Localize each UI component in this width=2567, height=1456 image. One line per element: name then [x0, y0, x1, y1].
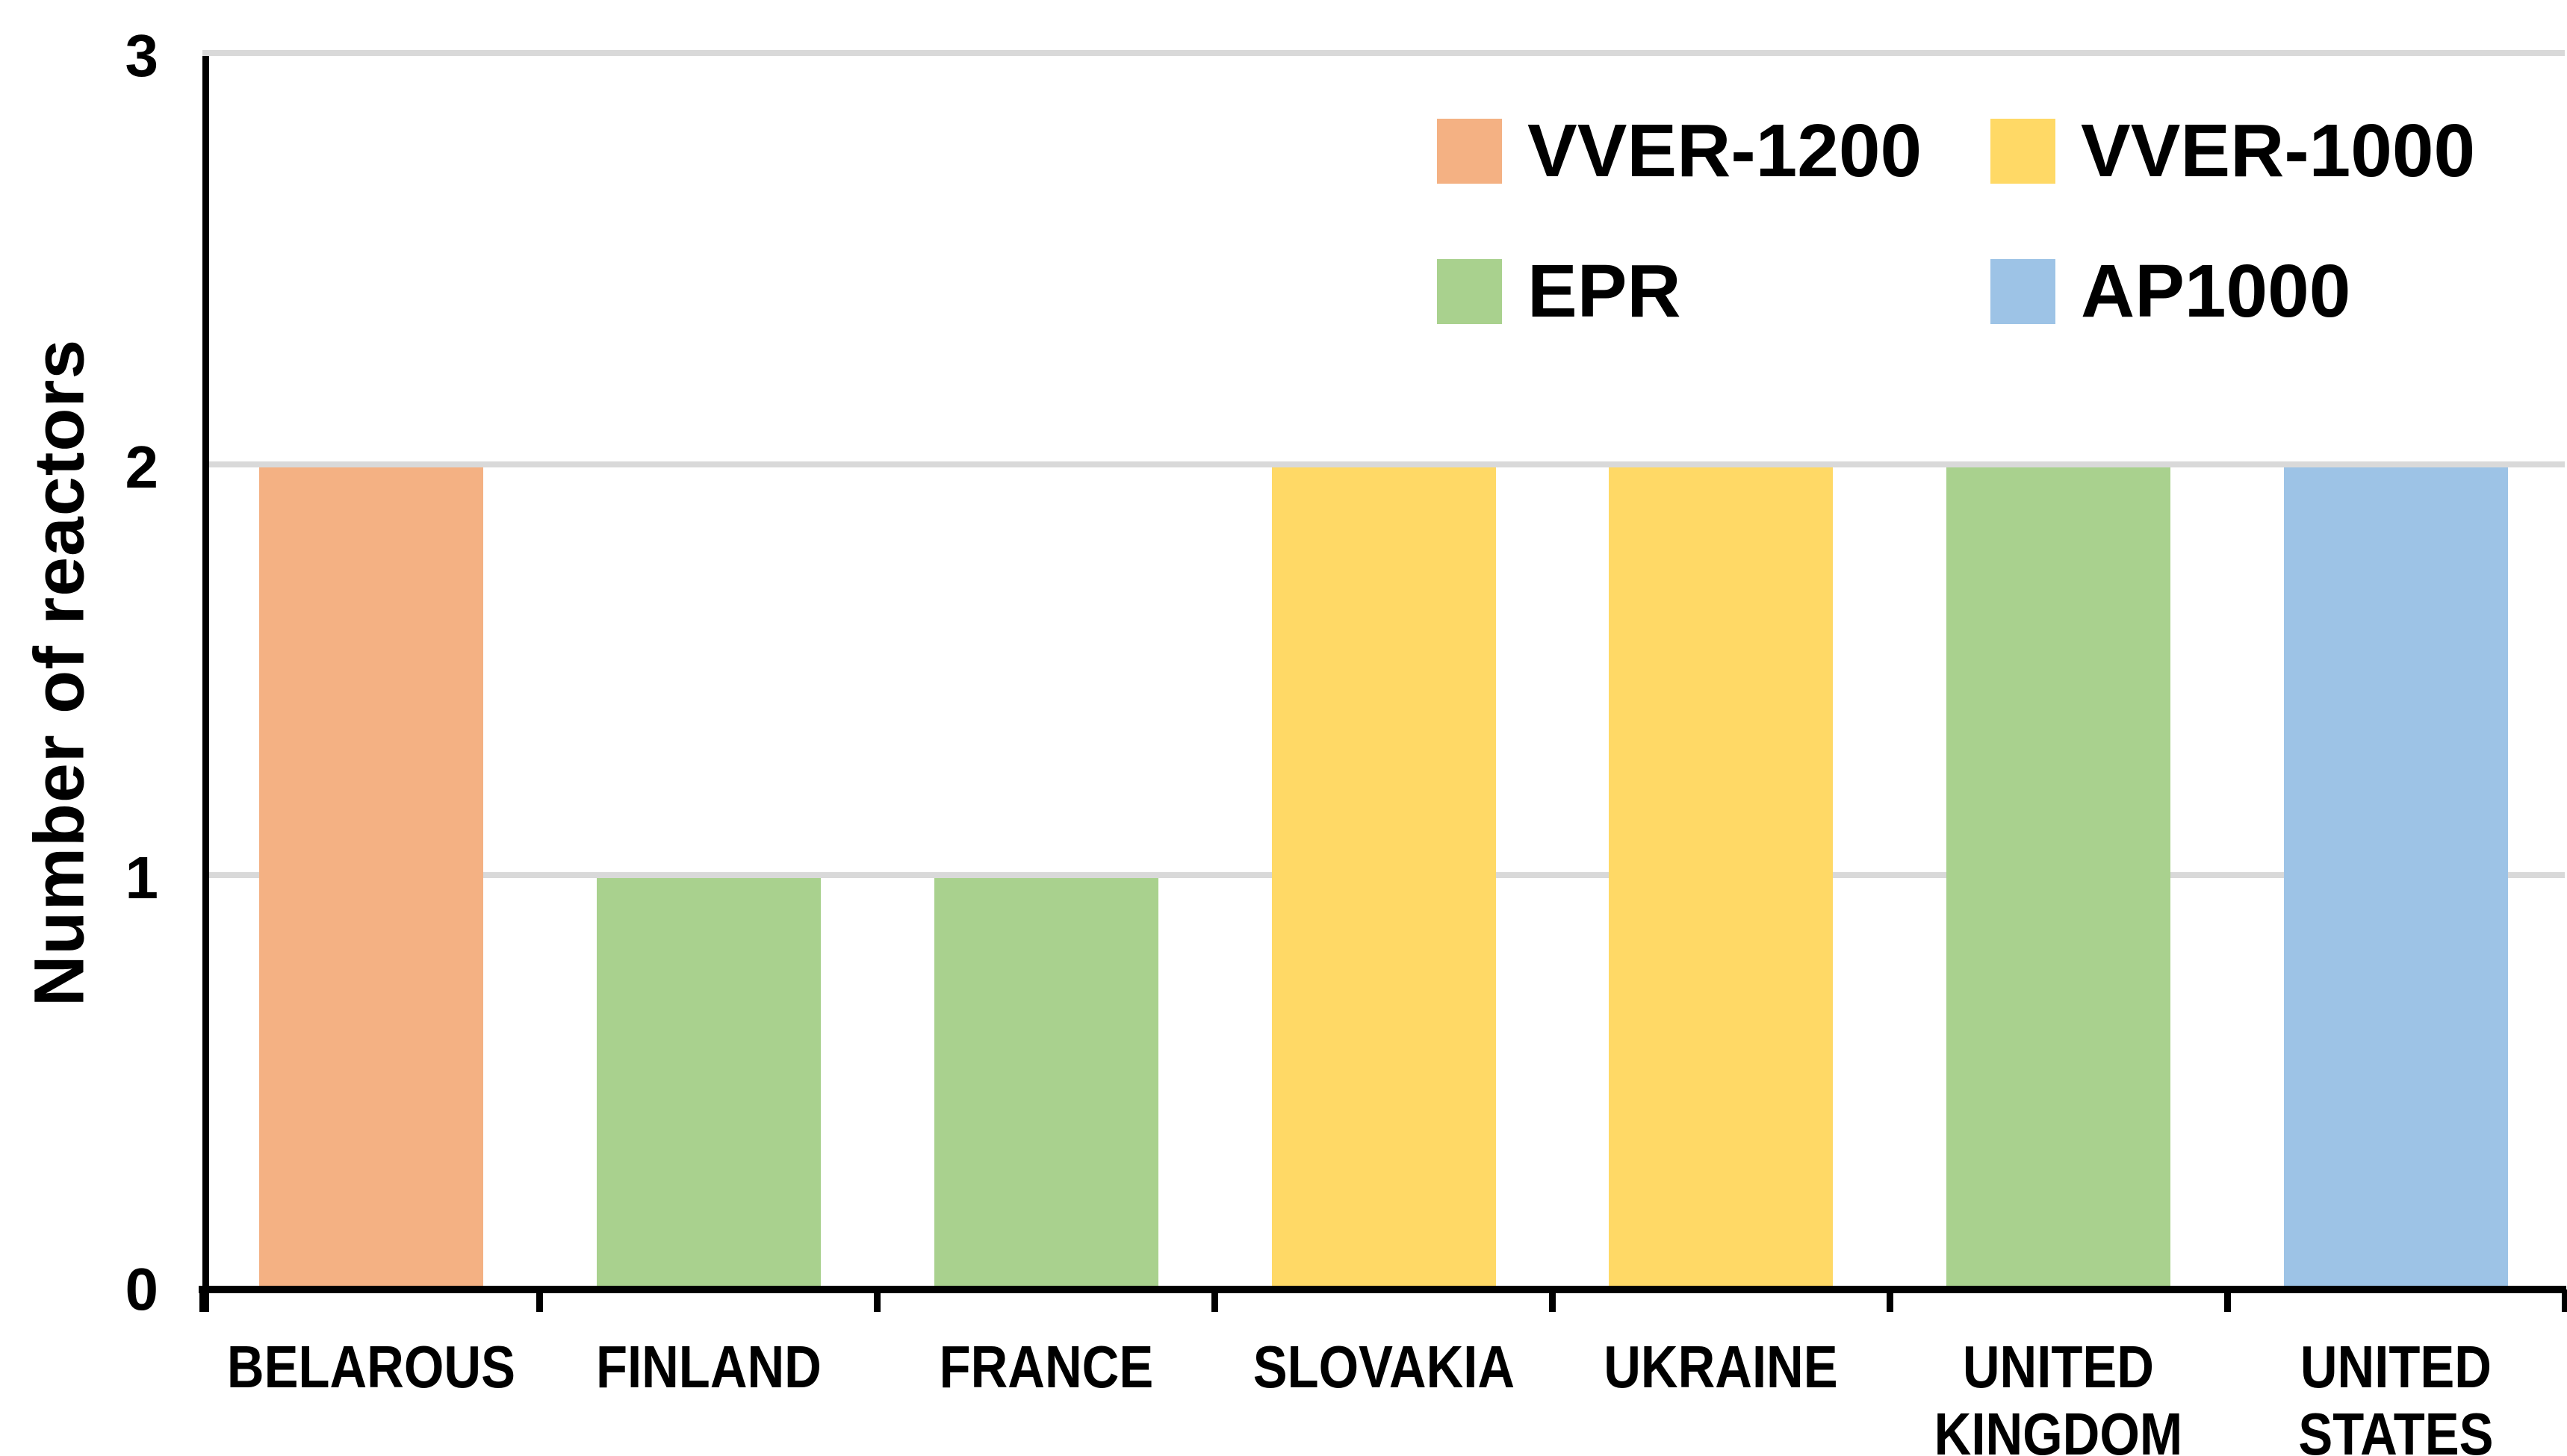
legend-swatch: [1437, 118, 1502, 184]
legend-label: AP1000: [2081, 249, 2351, 333]
x-axis-label: FRANCE: [939, 1334, 1153, 1400]
legend-label: VVER-1200: [1527, 109, 1922, 193]
gridline: [202, 50, 2565, 56]
bar: [934, 878, 1158, 1289]
x-axis-label: BELAROUS: [226, 1334, 515, 1400]
gridline: [202, 461, 2565, 467]
legend-item: VVER-1000: [1990, 113, 2475, 188]
legend-swatch: [1990, 118, 2055, 184]
x-axis-tick: [2561, 1289, 2567, 1312]
y-tick-label: 1: [125, 844, 159, 912]
bar: [1271, 467, 1496, 1289]
legend-swatch: [1437, 258, 1502, 324]
x-axis-label: FINLAND: [595, 1334, 822, 1400]
legend-item: AP1000: [1990, 254, 2350, 329]
legend-label: EPR: [1527, 249, 1681, 333]
legend-swatch: [1990, 258, 2055, 324]
x-axis-tick: [199, 1289, 206, 1312]
bar: [2284, 467, 2509, 1289]
bar: [258, 467, 483, 1289]
x-axis-tick: [2223, 1289, 2231, 1312]
x-axis-label: UNITED KINGDOM: [1934, 1334, 2183, 1456]
legend-label: VVER-1000: [2081, 109, 2476, 193]
x-axis-tick: [1548, 1289, 1556, 1312]
x-axis-label: UKRAINE: [1604, 1334, 1839, 1400]
bar: [596, 878, 821, 1289]
x-axis-label: SLOVAKIA: [1253, 1334, 1515, 1400]
x-axis-line: [199, 1286, 2566, 1293]
legend-item: VVER-1200: [1437, 113, 1922, 188]
x-axis-tick: [1211, 1289, 1219, 1312]
y-axis-line: [202, 56, 209, 1312]
bar: [1946, 467, 2171, 1289]
x-axis-tick: [536, 1289, 544, 1312]
x-axis-label: UNITED STATES: [2298, 1334, 2494, 1456]
y-tick-label: 0: [125, 1256, 159, 1322]
legend-item: EPR: [1437, 254, 1681, 329]
y-tick-label: 2: [125, 433, 159, 500]
y-tick-label: 3: [125, 22, 159, 89]
x-axis-tick: [874, 1289, 881, 1312]
x-axis-tick: [1886, 1289, 1893, 1312]
bar: [1609, 467, 1834, 1289]
